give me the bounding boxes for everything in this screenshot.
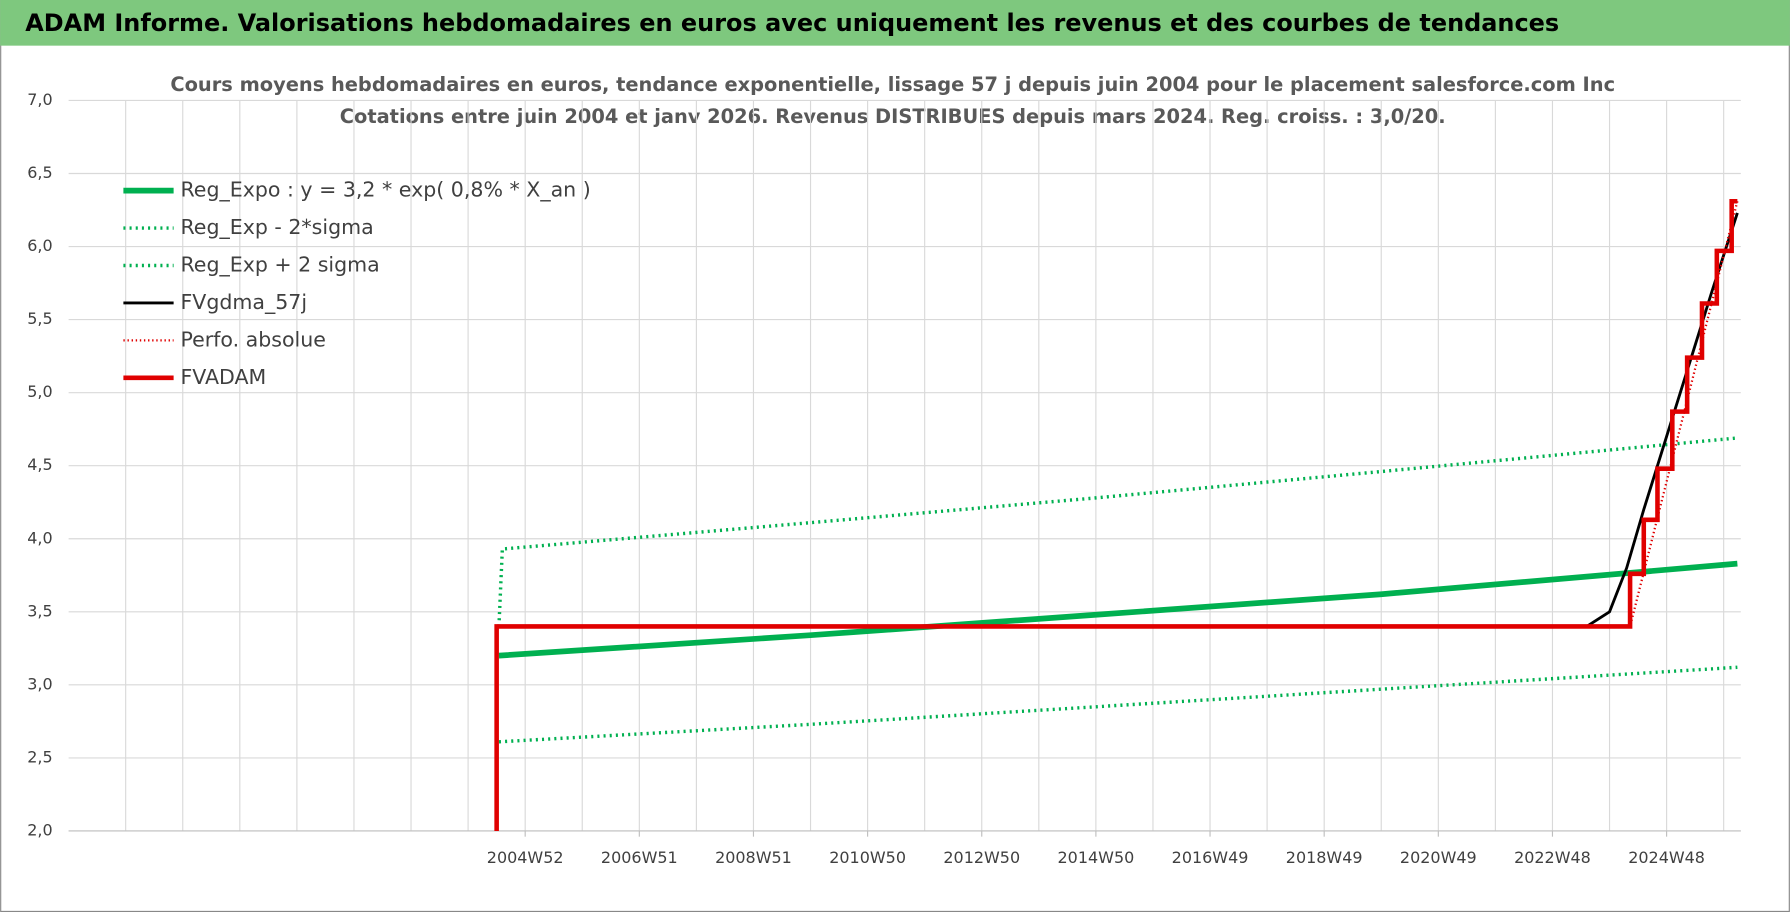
series-line xyxy=(498,665,1738,744)
x-tick-label: 2024W48 xyxy=(1628,848,1705,867)
x-tick-label: 2012W50 xyxy=(943,848,1020,867)
grid: 2,0 2,5 3,0 3,5 4,0 4,5 5,0 5,5 6,0 6,5 7,0 2004W52… xyxy=(27,90,1741,867)
y-tick-label: 3,5 xyxy=(27,601,52,620)
legend: Reg_Expo : y = 3,2 * exp( 0,8% * X_an ) R… xyxy=(123,178,591,389)
y-tick-label: 7,0 xyxy=(27,90,52,109)
header: ADAM Informe. Valorisations hebdomadaire… xyxy=(25,9,1559,37)
series-line xyxy=(498,560,1738,659)
legend-label: FVADAM xyxy=(180,365,266,389)
series-line xyxy=(498,212,1739,628)
x-tick-label: 2022W48 xyxy=(1514,848,1591,867)
x-tick-label: 2020W49 xyxy=(1400,848,1477,867)
x-tick-label: 2004W52 xyxy=(487,848,564,867)
y-tick-label: 6,5 xyxy=(27,163,52,182)
chart-title: Cours moyens hebdomadaires en euros, ten… xyxy=(170,73,1615,96)
y-tick-label: 3,0 xyxy=(27,674,52,693)
y-tick-label: 4,5 xyxy=(27,455,52,474)
series-line xyxy=(494,198,1738,831)
y-tick-label: 5,5 xyxy=(27,309,52,328)
header-bar xyxy=(0,0,1790,46)
legend-label: Reg_Expo : y = 3,2 * exp( 0,8% * X_an ) xyxy=(180,178,590,203)
plot xyxy=(494,198,1739,831)
y-tick-label: 2,5 xyxy=(27,747,52,766)
y-tick-label: 4,0 xyxy=(27,528,52,547)
legend-label: Perfo. absolue xyxy=(180,327,325,351)
x-tick-label: 2010W50 xyxy=(829,848,906,867)
x-tick-label: 2018W49 xyxy=(1286,848,1363,867)
x-tick-label: 2016W49 xyxy=(1172,848,1249,867)
x-tick-label: 2006W51 xyxy=(601,848,678,867)
y-tick-label: 6,0 xyxy=(27,236,52,255)
legend-label: Reg_Exp - 2*sigma xyxy=(180,215,373,240)
y-tick-label: 2,0 xyxy=(27,820,52,839)
y-tick-label: 5,0 xyxy=(27,382,52,401)
x-tick-label: 2014W50 xyxy=(1058,848,1135,867)
legend-label: Reg_Exp + 2 sigma xyxy=(180,252,379,277)
chart-subtitle: Cotations entre juin 2004 et janv 2026. … xyxy=(340,105,1446,128)
x-tick-label: 2008W51 xyxy=(715,848,792,867)
legend-label: FVgdma_57j xyxy=(180,290,307,315)
